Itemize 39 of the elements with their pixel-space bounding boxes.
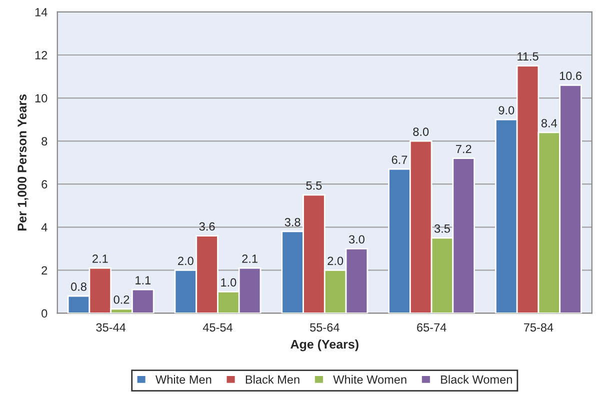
text: 1.1 xyxy=(136,276,151,284)
text: 5.5 xyxy=(306,182,322,190)
legend-label: White Women xyxy=(333,375,406,384)
text: 2.1 xyxy=(92,254,108,263)
y-tick-label: 4 xyxy=(41,223,48,232)
text: 0.8 xyxy=(71,282,86,291)
text: 9.0 xyxy=(498,106,514,114)
y-tick-label: 12 xyxy=(35,51,48,60)
text: 2.0 xyxy=(178,256,194,266)
text: 3.6 xyxy=(199,222,215,231)
x-tick-label: 65-74 xyxy=(417,323,446,332)
y-tick-label: 10 xyxy=(35,94,48,102)
legend-label: Black Men xyxy=(246,375,300,384)
text: 2.0 xyxy=(328,256,344,266)
y-tick-label: 0 xyxy=(42,309,48,318)
x-tick-label: 55-64 xyxy=(310,323,340,332)
y-tick-label: 2 xyxy=(42,266,48,274)
text: 10.6 xyxy=(560,72,582,80)
text: 3.8 xyxy=(284,218,300,226)
legend-label: White Men xyxy=(156,375,212,384)
text: 8.0 xyxy=(413,128,429,136)
text: 7.2 xyxy=(456,144,472,154)
text: 3.5 xyxy=(434,224,450,233)
x-tick-label: 45-54 xyxy=(202,323,232,332)
text: 2.1 xyxy=(242,254,258,263)
x-tick-label: 75-84 xyxy=(524,323,554,332)
text: 0.2 xyxy=(114,295,130,304)
text: 11.5 xyxy=(518,52,538,61)
y-tick-label: 8 xyxy=(42,137,48,146)
text: 3.0 xyxy=(348,235,364,244)
legend-label: Black Women xyxy=(441,375,512,384)
y-tick-label: 14 xyxy=(35,8,48,16)
y-tick-label: 6 xyxy=(42,180,48,189)
x-axis-title: Age (Years) xyxy=(290,340,358,352)
x-tick-label: 35-44 xyxy=(96,323,126,332)
text: 8.4 xyxy=(541,118,558,128)
y-axis-title: Per 1,000 Person Years xyxy=(18,94,28,230)
text: 1.0 xyxy=(221,278,236,287)
text: 6.7 xyxy=(392,156,408,164)
